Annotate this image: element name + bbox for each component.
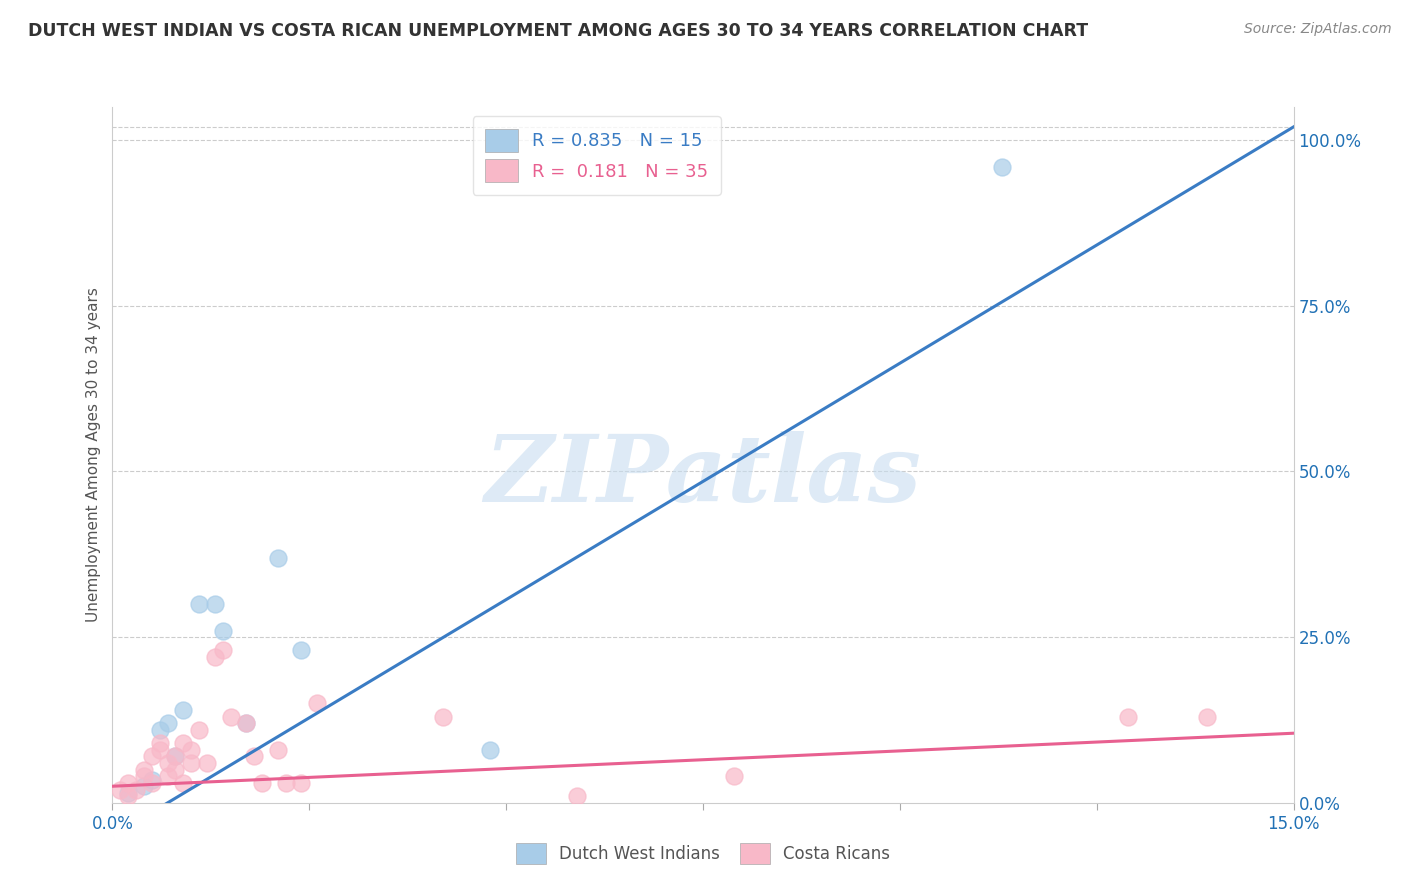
Point [219, 709, 242, 723]
Point [156, 756, 179, 770]
Point [180, 743, 202, 757]
Point [195, 756, 218, 770]
Point [172, 736, 194, 750]
Point [235, 716, 257, 731]
Point [117, 789, 139, 804]
Point [723, 769, 745, 783]
Point [165, 749, 187, 764]
Point [141, 749, 163, 764]
Point [117, 786, 139, 800]
Point [250, 776, 273, 790]
Point [132, 763, 155, 777]
Point [267, 743, 290, 757]
Legend: Dutch West Indians, Costa Ricans: Dutch West Indians, Costa Ricans [509, 837, 897, 871]
Point [110, 782, 132, 797]
Point [156, 769, 179, 783]
Point [1195, 709, 1218, 723]
Point [267, 550, 290, 565]
Point [172, 703, 194, 717]
Text: DUTCH WEST INDIAN VS COSTA RICAN UNEMPLOYMENT AMONG AGES 30 TO 34 YEARS CORRELAT: DUTCH WEST INDIAN VS COSTA RICAN UNEMPLO… [28, 22, 1088, 40]
Point [274, 776, 297, 790]
Point [290, 643, 312, 657]
Point [432, 709, 454, 723]
Text: ZIPatlas: ZIPatlas [485, 431, 921, 521]
Point [172, 776, 194, 790]
Point [204, 650, 226, 665]
Point [243, 749, 266, 764]
Point [290, 776, 312, 790]
Point [149, 723, 172, 737]
Point [132, 779, 155, 793]
Point [565, 789, 588, 804]
Point [180, 756, 202, 770]
Point [188, 597, 211, 611]
Point [156, 716, 179, 731]
Point [307, 697, 329, 711]
Point [204, 597, 226, 611]
Point [117, 776, 139, 790]
Point [165, 763, 187, 777]
Point [141, 776, 163, 790]
Point [132, 769, 155, 783]
Point [149, 736, 172, 750]
Text: Source: ZipAtlas.com: Source: ZipAtlas.com [1244, 22, 1392, 37]
Point [149, 743, 172, 757]
Point [991, 160, 1014, 174]
Point [125, 782, 148, 797]
Point [141, 772, 163, 787]
Point [479, 743, 502, 757]
Point [1116, 709, 1139, 723]
Point [188, 723, 211, 737]
Point [211, 643, 233, 657]
Point [235, 716, 257, 731]
Point [165, 749, 187, 764]
Y-axis label: Unemployment Among Ages 30 to 34 years: Unemployment Among Ages 30 to 34 years [86, 287, 101, 623]
Point [211, 624, 233, 638]
